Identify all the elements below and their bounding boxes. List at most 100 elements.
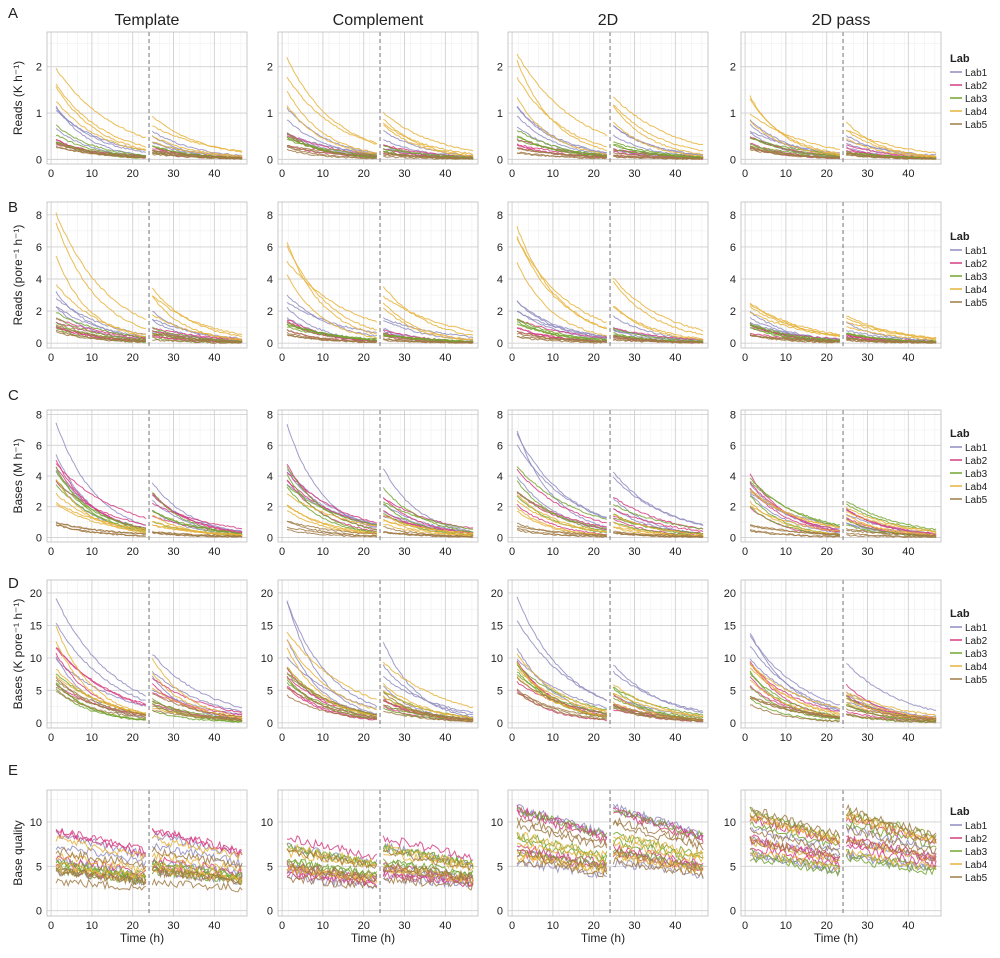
series-line-Lab2 — [151, 677, 243, 714]
series-line-Lab5 — [55, 145, 146, 159]
x-tick-label: 40 — [208, 920, 220, 932]
facet-D-3: 0 5 10 15 20 0 10 20 30 40 — [724, 579, 942, 744]
x-tick-label: 10 — [86, 920, 98, 932]
series-line-Lab3 — [516, 480, 607, 532]
y-axis-label-C: Bases (M h⁻¹) — [11, 438, 25, 513]
x-tick-label: 20 — [127, 546, 139, 558]
facet-C-1: 0 2 4 6 8 0 10 20 30 40 — [267, 409, 479, 558]
series-line-Lab4 — [846, 326, 937, 341]
y-tick-label: 0 — [36, 154, 42, 166]
series-line-Lab5 — [516, 820, 608, 849]
y-tick-label: 10 — [30, 817, 42, 829]
x-tick-label: 40 — [669, 168, 681, 180]
series-line-Lab3 — [516, 139, 607, 156]
series-line-Lab1 — [612, 471, 704, 526]
x-tick-label: 30 — [398, 352, 410, 364]
x-tick-label: 10 — [547, 732, 559, 744]
series-line-Lab4 — [286, 260, 378, 323]
series-line-Lab3 — [286, 858, 378, 878]
series-line-Lab4 — [55, 255, 146, 338]
series-line-Lab4 — [286, 91, 377, 154]
series-line-Lab3 — [846, 503, 937, 532]
x-axis-label: Time (h) — [120, 931, 164, 945]
y-tick-label: 0 — [497, 906, 503, 918]
legend-A: Lab Lab1 Lab2 Lab3 Lab4 Lab5 — [950, 53, 988, 131]
series-line-Lab5 — [152, 149, 243, 160]
series-line-Lab4 — [846, 129, 937, 158]
legend-title: Lab — [950, 608, 970, 620]
series-line-Lab2 — [151, 828, 243, 857]
series-line-Lab4 — [516, 53, 608, 137]
series-line-Lab4 — [151, 134, 243, 157]
y-tick-label: 5 — [730, 861, 736, 873]
y-tick-label: 6 — [36, 440, 42, 452]
series-line-Lab4 — [749, 302, 840, 336]
series-line-Lab4 — [516, 226, 607, 330]
series-line-Lab4 — [749, 664, 841, 710]
series-line-Lab5 — [151, 846, 243, 870]
series-line-Lab5 — [846, 713, 937, 723]
x-tick-label: 10 — [547, 546, 559, 558]
series-line-Lab1 — [55, 831, 147, 860]
series-line-Lab2 — [516, 468, 607, 524]
series-line-Lab1 — [151, 130, 243, 156]
y-tick-label: 10 — [261, 817, 273, 829]
y-tick-label: 10 — [491, 653, 503, 665]
y-tick-label: 5 — [497, 685, 503, 697]
series-line-Lab1 — [382, 468, 474, 533]
y-tick-label: 5 — [730, 685, 736, 697]
series-line-Lab3 — [846, 332, 937, 343]
y-tick-label: 1 — [497, 108, 503, 120]
x-tick-label: 30 — [628, 546, 640, 558]
facet-C-0: 0 2 4 6 8 0 10 20 30 40 — [36, 409, 248, 558]
y-tick-label: 0 — [497, 338, 503, 350]
series-line-Lab4 — [749, 679, 840, 718]
series-line-Lab5 — [286, 694, 378, 721]
facet-B-2: 0 2 4 6 8 0 10 20 30 40 — [497, 201, 709, 364]
panel-letter-B: B — [8, 199, 18, 216]
y-tick-label: 2 — [267, 306, 273, 318]
series-line-Lab4 — [286, 242, 377, 335]
y-tick-label: 4 — [497, 274, 503, 286]
series-line-Lab3 — [516, 491, 607, 530]
series-line-Lab5 — [286, 687, 377, 718]
legend-label-Lab2: Lab2 — [965, 81, 988, 92]
y-tick-label: 0 — [730, 718, 736, 730]
y-tick-label: 2 — [267, 62, 273, 74]
y-tick-label: 8 — [267, 210, 273, 222]
series-line-Lab3 — [286, 323, 377, 340]
legend-D: Lab Lab1 Lab2 Lab3 Lab4 Lab5 — [950, 608, 988, 686]
y-tick-label: 5 — [36, 685, 42, 697]
series-line-Lab4 — [286, 274, 377, 339]
x-tick-label: 30 — [167, 920, 179, 932]
legend-label-Lab4: Lab4 — [965, 285, 988, 296]
y-tick-label: 0 — [730, 906, 736, 918]
y-tick-label: 8 — [730, 210, 736, 222]
y-axis-label-B: Reads (pore⁻¹ h⁻¹) — [11, 225, 25, 326]
legend-label-Lab2: Lab2 — [965, 834, 988, 845]
series-line-Lab4 — [846, 138, 937, 159]
y-tick-label: 1 — [36, 108, 42, 120]
series-line-Lab5 — [516, 692, 607, 721]
facet-C-3: 0 2 4 6 8 0 10 20 30 40 — [730, 409, 942, 558]
x-tick-label: 10 — [547, 352, 559, 364]
series-line-Lab5 — [55, 521, 147, 536]
y-tick-label: 4 — [730, 274, 736, 286]
series-line-Lab5 — [55, 329, 146, 343]
series-line-Lab1 — [55, 658, 147, 707]
series-line-Lab5 — [152, 531, 243, 538]
x-tick-label: 20 — [127, 920, 139, 932]
series-line-Lab4 — [382, 302, 474, 341]
series-line-Lab4 — [749, 812, 841, 846]
y-tick-label: 15 — [30, 620, 42, 632]
x-tick-label: 40 — [208, 168, 220, 180]
series-line-Lab3 — [55, 688, 146, 721]
x-tick-label: 0 — [279, 352, 285, 364]
legend-label-Lab1: Lab1 — [965, 246, 988, 257]
x-tick-label: 30 — [167, 352, 179, 364]
series-line-Lab1 — [152, 499, 243, 535]
series-line-Lab3 — [383, 334, 474, 343]
